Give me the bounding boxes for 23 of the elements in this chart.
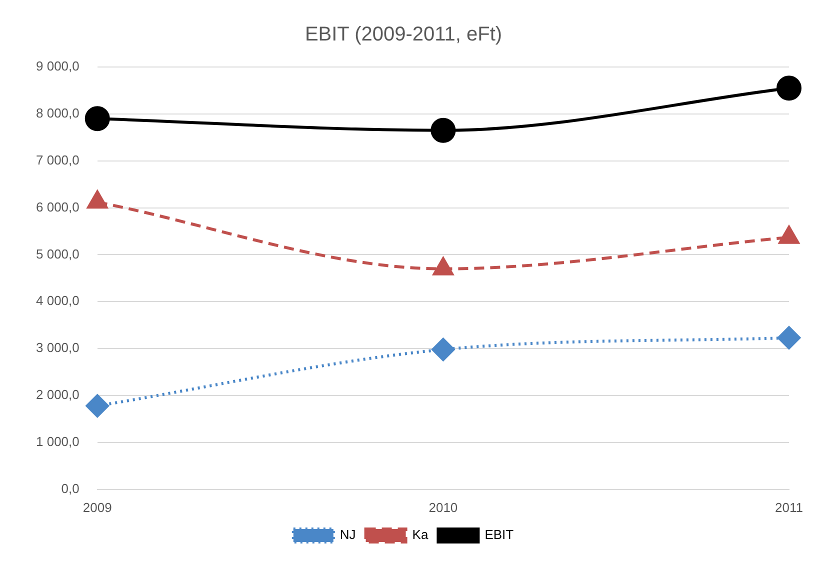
y-tick-label: 8 000,0 <box>36 106 80 121</box>
point <box>432 338 455 362</box>
point <box>84 106 110 132</box>
y-tick-label: 5 000,0 <box>36 246 80 262</box>
chart-title: EBIT (2009-2011, eFt) <box>304 24 502 46</box>
legend-label: EBIT <box>484 527 514 542</box>
point <box>86 394 109 418</box>
legend-label: NJ <box>340 527 356 542</box>
legend-label: Ka <box>412 527 429 542</box>
y-tick-label: 1 000,0 <box>36 434 80 450</box>
y-tick-label: 0,0 <box>61 480 80 496</box>
y-tick-label: 4 000,0 <box>36 293 80 308</box>
point <box>776 76 802 101</box>
x-tick-label: 2010 <box>428 500 458 515</box>
y-tick-label: 9 000,0 <box>36 58 80 74</box>
x-tick-label: 2011 <box>775 500 803 515</box>
y-tick-label: 7 000,0 <box>36 152 80 168</box>
x-tick-label: 2009 <box>82 500 112 515</box>
y-tick-label: 3 000,0 <box>36 340 80 356</box>
y-tick-label: 2 000,0 <box>36 387 80 402</box>
y-tick-label: 6 000,0 <box>36 199 80 214</box>
point <box>430 118 456 143</box>
point <box>778 326 800 350</box>
